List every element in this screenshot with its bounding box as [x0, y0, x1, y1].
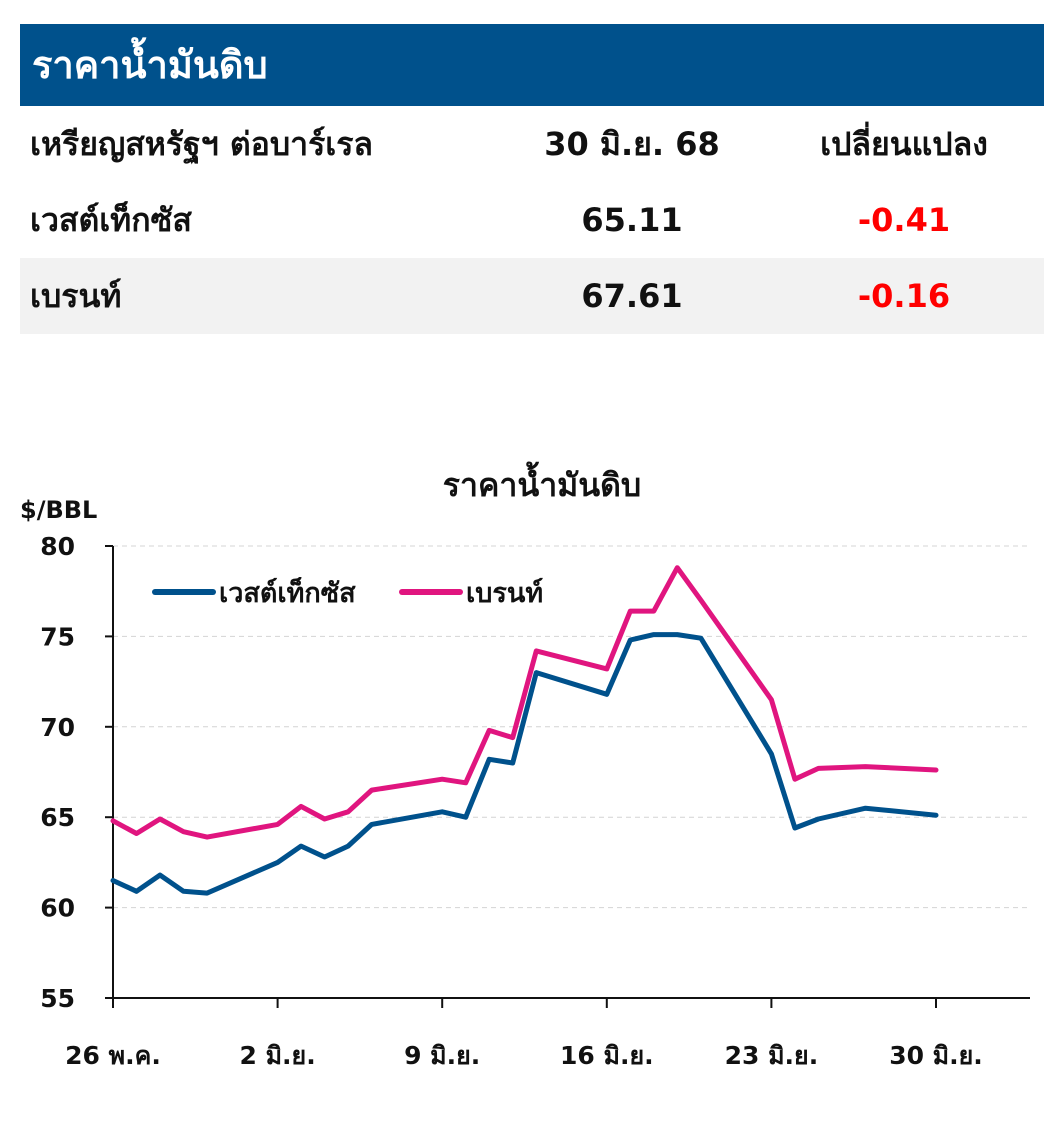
- brent-name: เบรนท์: [30, 276, 122, 315]
- wti-name: เวสต์เท็กซัส: [30, 200, 192, 239]
- x-tick-label: 16 มิ.ย.: [560, 1041, 654, 1070]
- legend-item-wti-label: เวสต์เท็กซัส: [219, 575, 356, 609]
- brent-price: 67.61: [581, 277, 683, 315]
- y-tick-label: 70: [40, 713, 75, 742]
- legend: เวสต์เท็กซัส เบรนท์: [152, 575, 543, 609]
- y-axis-unit: $/BBL: [20, 496, 97, 524]
- series-lines: [110, 565, 939, 896]
- price-table: ราคาน้ำมันดิบ เหรียญสหรัฐฯ ต่อบาร์เรล 30…: [20, 24, 1044, 334]
- y-tick-label: 55: [40, 984, 75, 1013]
- oil-price-chart: ราคาน้ำมันดิบ $/BBL 55 60 65 70 75 80 26 พ.ค.…: [20, 461, 1030, 1070]
- legend-item-brent-label: เบรนท์: [466, 577, 543, 609]
- axes: [112, 546, 1030, 999]
- x-tick-label: 30 มิ.ย.: [889, 1041, 983, 1070]
- header-unit: เหรียญสหรัฐฯ ต่อบาร์เรล: [30, 124, 374, 163]
- x-tick-label: 9 มิ.ย.: [404, 1041, 480, 1070]
- wti-price: 65.11: [581, 201, 683, 239]
- y-tick-label: 60: [40, 894, 75, 923]
- x-axis-ticks: 26 พ.ค. 2 มิ.ย. 9 มิ.ย. 16 มิ.ย. 23 มิ.ย. 30 …: [65, 998, 983, 1070]
- y-tick-label: 75: [40, 622, 75, 651]
- table-row-wti: เวสต์เท็กซัส 65.11 -0.41: [20, 182, 1044, 258]
- header-change: เปลี่ยนแปลง: [820, 124, 988, 163]
- x-tick-label: 26 พ.ค.: [65, 1041, 161, 1070]
- table-row-brent: เบรนท์ 67.61 -0.16: [20, 258, 1044, 334]
- table-title: ราคาน้ำมันดิบ: [20, 24, 1044, 106]
- series-line-wti: [110, 632, 939, 896]
- brent-change: -0.16: [857, 277, 951, 315]
- y-axis-ticks: 55 60 65 70 75 80: [40, 532, 113, 1013]
- y-tick-label: 65: [40, 803, 75, 832]
- x-tick-label: 23 มิ.ย.: [725, 1041, 819, 1070]
- series-line-brent: [110, 565, 939, 840]
- header-date: 30 มิ.ย. 68: [544, 124, 720, 163]
- wti-change: -0.41: [857, 201, 951, 239]
- y-tick-label: 80: [40, 532, 75, 561]
- x-tick-label: 2 มิ.ย.: [239, 1041, 315, 1070]
- chart-title: ราคาน้ำมันดิบ: [443, 461, 641, 504]
- table-header-row: เหรียญสหรัฐฯ ต่อบาร์เรล 30 มิ.ย. 68 เปลี…: [20, 106, 1044, 182]
